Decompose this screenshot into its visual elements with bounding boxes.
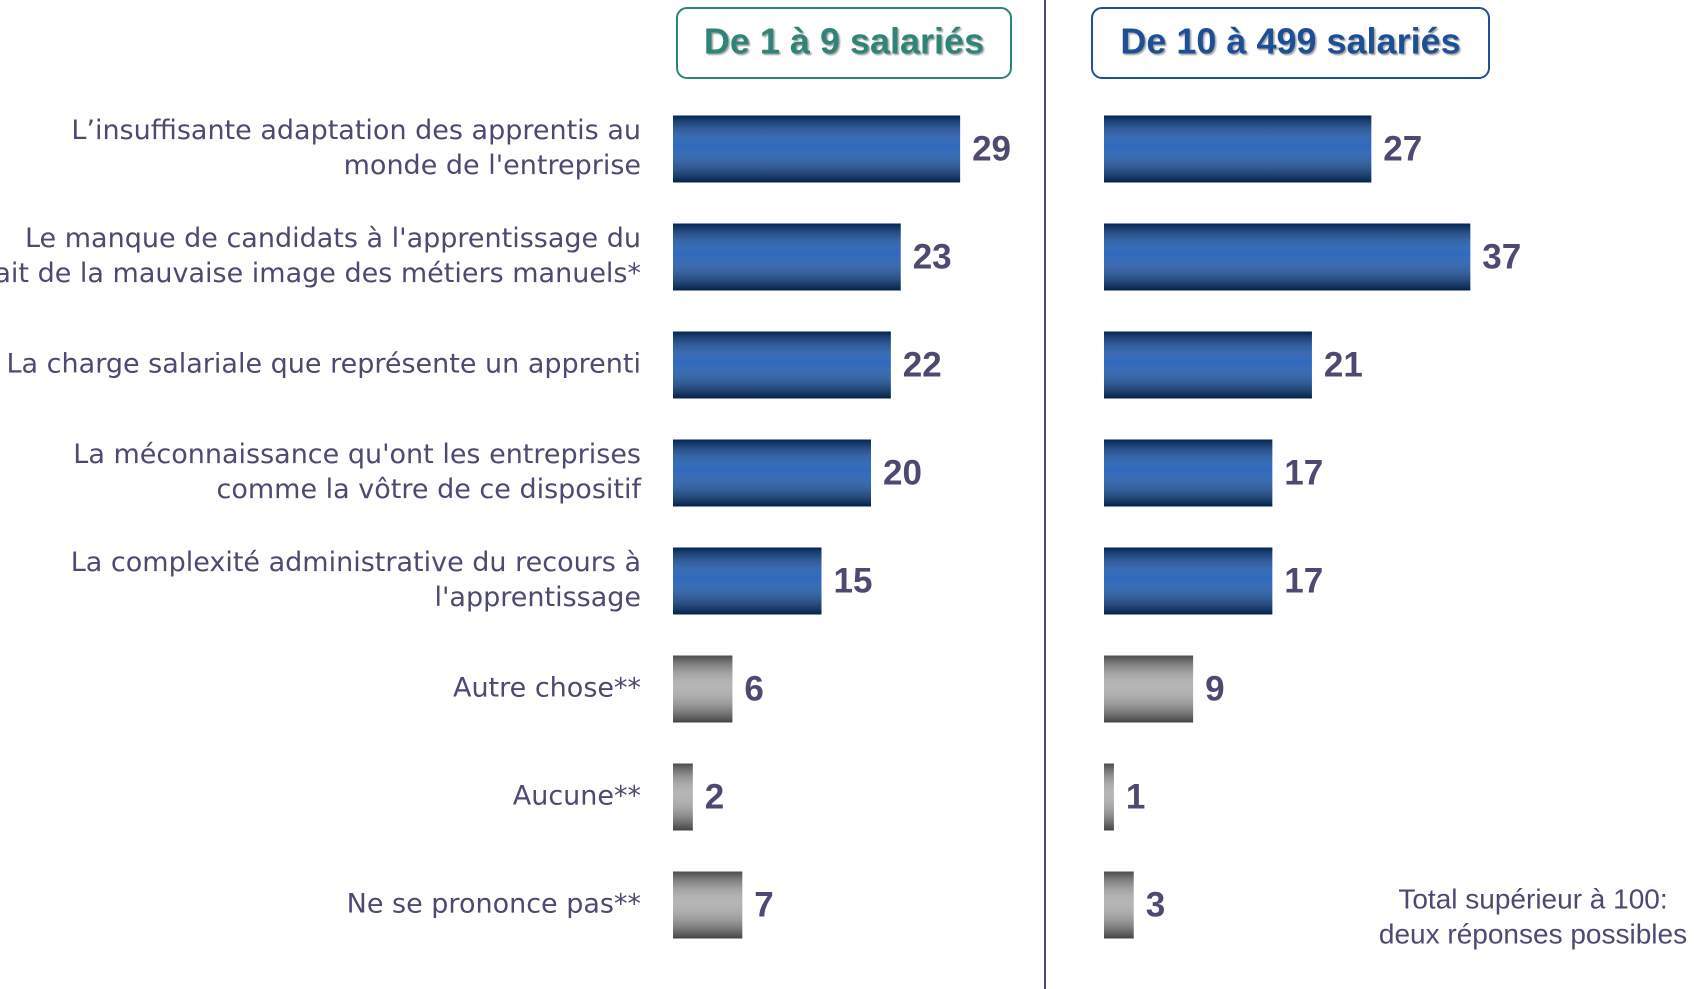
bar-shade [1104,763,1114,831]
bar-shade [1104,871,1134,939]
category-label: l'apprentissage [435,582,642,613]
bar-shade [673,223,901,291]
bar-shade [1104,439,1273,507]
bar-shade [673,115,961,183]
value-label: 1 [1126,777,1145,816]
note: Total supérieur à 100: [1398,883,1667,914]
bar-shade [1104,223,1471,291]
category-label: La méconnaissance qu'ont les entreprises [73,439,641,470]
bar-shade [1104,655,1194,723]
category-label: La charge salariale que représente un ap… [7,349,641,380]
category-label: La complexité administrative du recours … [71,547,641,578]
category-label: Aucune** [513,781,641,812]
value-label: 29 [972,129,1011,168]
value-label: 2 [705,777,724,816]
value-label: 6 [744,669,763,708]
legend-box [1091,7,1490,79]
bar-shade [673,763,693,831]
category-label: fait de la mauvaise image des métiers ma… [0,258,641,289]
bar-shade [673,547,822,615]
value-label: 37 [1482,237,1521,276]
value-label: 3 [1146,885,1165,924]
value-label: 15 [834,561,873,600]
bar-shade [673,655,733,723]
category-label: Le manque de candidats à l'apprentissage… [25,223,641,254]
category-label: Ne se prononce pas** [347,889,641,920]
value-label: 17 [1284,561,1323,600]
category-label: monde de l'entreprise [344,150,641,181]
value-label: 27 [1383,129,1422,168]
bar-shade [673,331,891,399]
value-label: 7 [754,885,773,924]
legend-label: De 10 à 499 salariés [1120,21,1460,62]
bar-shade [1104,115,1372,183]
legend-box [676,7,1012,79]
value-label: 22 [903,345,942,384]
value-label: 21 [1324,345,1363,384]
category-label: comme la vôtre de ce dispositif [217,474,643,505]
category-label: Autre chose** [453,673,641,704]
note: deux réponses possibles [1379,918,1687,949]
bar-shade [1104,547,1273,615]
value-label: 9 [1205,669,1224,708]
value-label: 20 [883,453,922,492]
category-label: L’insuffisante adaptation des apprentis … [71,115,641,146]
bar-shade [673,439,871,507]
value-label: 23 [913,237,952,276]
legend-label: De 1 à 9 salariés [704,21,984,62]
bar-shade [673,871,743,939]
bar-shade [1104,331,1312,399]
value-label: 17 [1284,453,1323,492]
